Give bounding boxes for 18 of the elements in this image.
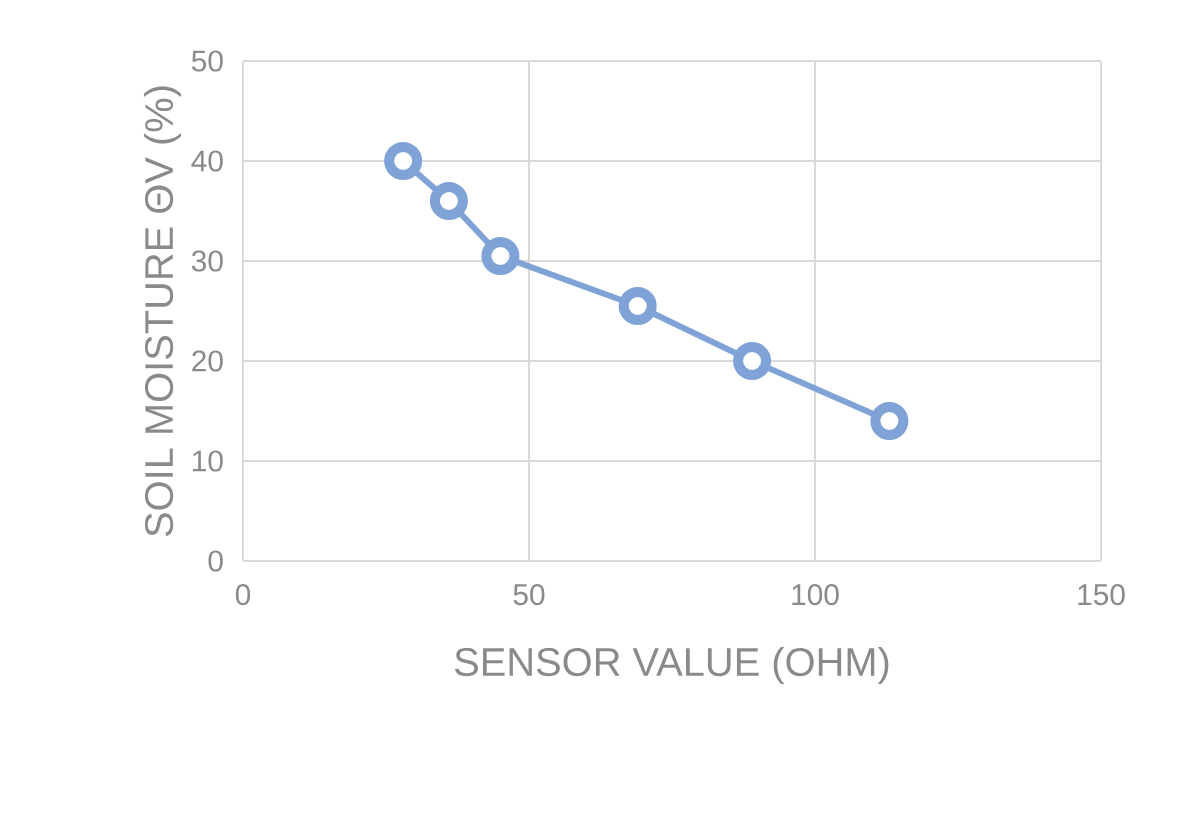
- x-tick-label: 0: [235, 584, 251, 606]
- y-tick-label: 50: [191, 50, 223, 72]
- x-axis-title: SENSOR VALUE (OHM): [454, 646, 889, 685]
- y-tick-label: 40: [191, 150, 223, 172]
- y-tick-label: 10: [193, 450, 223, 472]
- y-tick-label: 30: [191, 250, 223, 272]
- x-tick-label: 50: [513, 584, 545, 606]
- point: [870, 402, 909, 440]
- y-axis-title: SOIL MOISTURE ΘV (%): [143, 86, 182, 537]
- point: [481, 237, 520, 275]
- y-tick-label: 20: [192, 350, 223, 372]
- point: [429, 182, 468, 220]
- point: [618, 287, 657, 325]
- y-tick-label: 0: [208, 550, 223, 572]
- point: [384, 142, 423, 180]
- x-tick-label: 100: [792, 584, 839, 606]
- point: [733, 342, 772, 380]
- x-tick-label: 150: [1078, 584, 1125, 606]
